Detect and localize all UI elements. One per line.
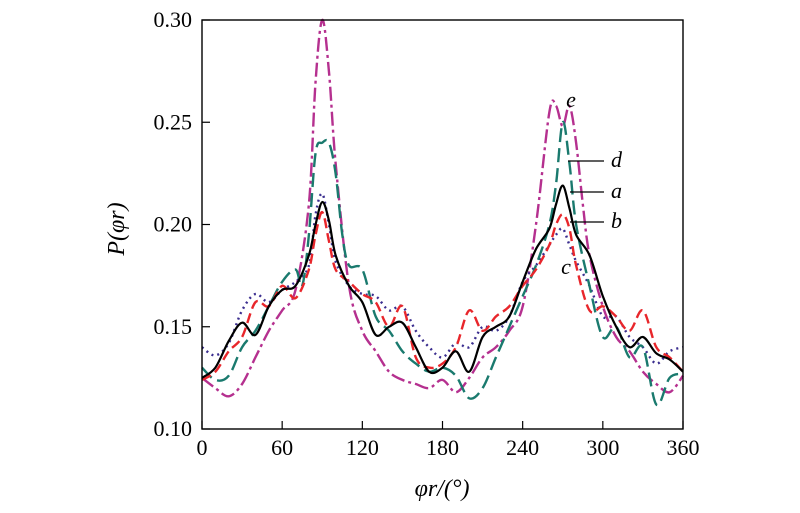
x-tick-label: 300: [586, 435, 619, 460]
y-tick-label: 0.10: [154, 416, 193, 441]
y-axis-title: P(φr): [104, 202, 130, 256]
series-a-label: a: [611, 178, 622, 203]
y-tick-label: 0.15: [154, 314, 193, 339]
x-tick-label: 240: [506, 435, 539, 460]
x-tick-label: 360: [667, 435, 700, 460]
tick-layer: 0 60 120 180 240 300 360 0.10 0.15 0.20 0.25 0.30: [154, 7, 700, 460]
series-d-label: d: [611, 147, 623, 172]
series-a-line: [201, 184, 684, 379]
y-tick-label: 0.20: [154, 212, 193, 237]
x-tick-label: 120: [346, 435, 379, 460]
x-tick-label: 0: [197, 435, 208, 460]
label-layer: e dab c: [561, 87, 623, 279]
x-axis-title: φr/(°): [415, 476, 470, 502]
series-b-label: b: [611, 208, 622, 233]
series-layer: [201, 18, 684, 407]
x-tick-label: 60: [271, 435, 293, 460]
series-b-line: [201, 210, 684, 381]
x-tick-label: 180: [426, 435, 459, 460]
series-e-label: e: [566, 87, 576, 112]
y-tick-label: 0.25: [154, 109, 193, 134]
series-c-label: c: [561, 254, 571, 279]
y-tick-label: 0.30: [154, 7, 193, 32]
